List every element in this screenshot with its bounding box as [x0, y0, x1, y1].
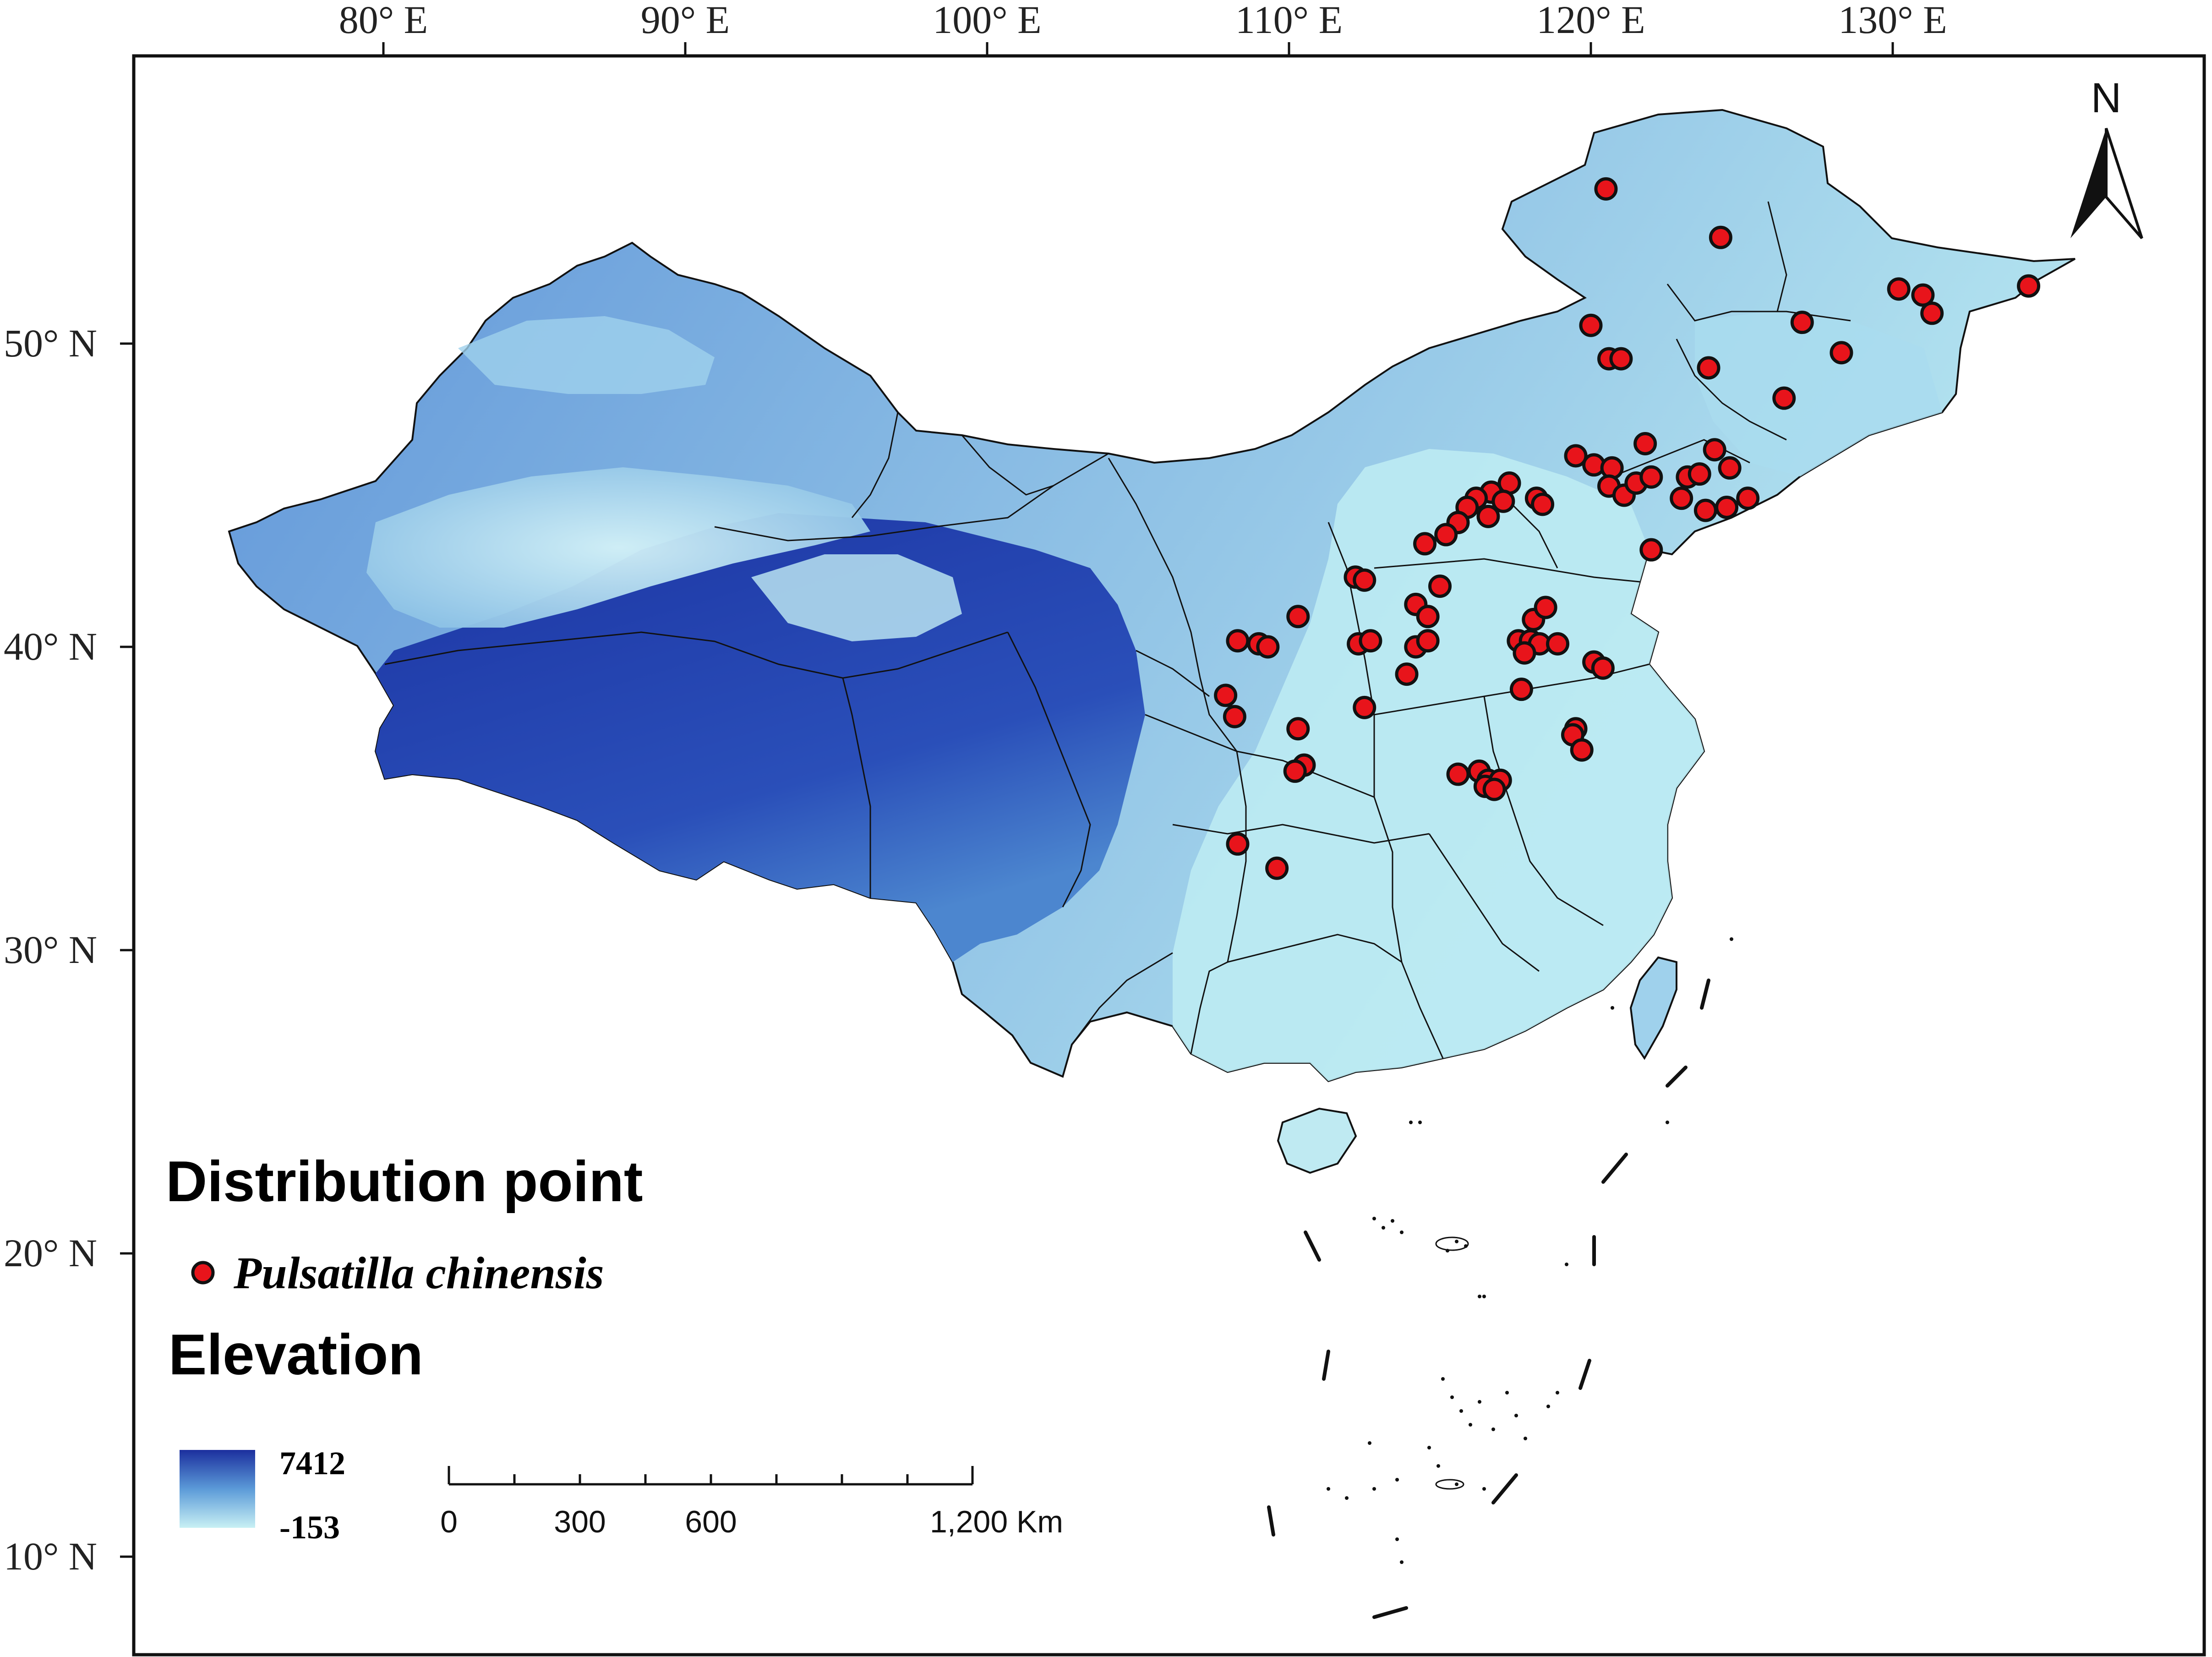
qaidam-basin	[751, 554, 962, 641]
eastern-lowlands	[1173, 449, 1704, 1081]
longitude-label: 110° E	[1235, 0, 1343, 42]
distribution-point	[1693, 498, 1717, 522]
legend-species-label: Pulsatilla chinensis	[233, 1247, 604, 1298]
distribution-point	[1353, 568, 1376, 592]
distribution-point	[1476, 504, 1500, 528]
graticule-labels: 80° E 90° E 100° E 110° E 120° E 130° E 50° N 4…	[4, 0, 1947, 1578]
distribution-point	[1531, 492, 1555, 516]
elevation-max-label: 7412	[279, 1445, 345, 1482]
distribution-point	[1286, 605, 1310, 629]
north-arrow-icon: N	[2070, 75, 2143, 239]
longitude-label: 100° E	[933, 0, 1041, 42]
distribution-point	[1534, 596, 1557, 619]
distribution-point	[1830, 341, 1853, 365]
legend: Distribution point Pulsatilla chinensis …	[166, 1150, 643, 1546]
distribution-point	[1772, 386, 1796, 410]
distribution-point	[1591, 656, 1615, 680]
tarim-basin	[366, 467, 870, 628]
distribution-point	[1416, 605, 1440, 629]
taiwan-island	[1629, 956, 1677, 1060]
legend-point-symbol	[191, 1261, 215, 1285]
distribution-point	[1353, 695, 1376, 719]
distribution-point	[2017, 274, 2041, 298]
distribution-point	[1359, 629, 1382, 653]
island-clusters	[1327, 937, 1733, 1564]
distribution-point	[1736, 487, 1760, 510]
junggar-basin	[458, 316, 715, 394]
hainan-island	[1277, 1107, 1357, 1174]
distribution-point	[1718, 456, 1742, 480]
high-plateau	[376, 513, 1145, 962]
latitude-label: 50° N	[4, 321, 97, 365]
latitude-label: 40° N	[4, 624, 97, 668]
scale-label-0: 0	[440, 1504, 458, 1539]
distribution-point	[1639, 538, 1663, 562]
legend-elevation-title: Elevation	[169, 1323, 423, 1387]
latitude-label: 20° N	[4, 1231, 97, 1275]
northeast-plain	[1695, 312, 1942, 476]
distribution-point	[1283, 759, 1307, 783]
distribution-point	[1670, 487, 1693, 510]
distribution-point	[1546, 632, 1570, 656]
distribution-point	[1265, 856, 1289, 880]
longitude-label: 80° E	[339, 0, 428, 42]
distribution-point	[1887, 277, 1911, 301]
distribution-point	[1594, 177, 1618, 201]
island-outline	[1435, 1479, 1464, 1490]
distribution-point	[1579, 313, 1603, 337]
distribution-point	[1226, 629, 1250, 653]
distribution-point	[1639, 465, 1663, 489]
distribution-point	[1286, 717, 1310, 741]
distribution-point	[1570, 738, 1594, 762]
elevation-ramp	[180, 1450, 255, 1528]
distribution-point	[1482, 777, 1506, 801]
scale-label-600: 600	[685, 1504, 737, 1539]
distribution-point	[1434, 523, 1458, 547]
south-china-sea-inset	[1267, 979, 1710, 1619]
longitude-label: 130° E	[1838, 0, 1947, 42]
distribution-point	[1697, 356, 1720, 380]
distribution-point	[1609, 347, 1633, 371]
distribution-point	[1564, 444, 1588, 468]
distribution-point	[1790, 311, 1814, 334]
distribution-point	[1491, 489, 1515, 513]
distribution-point	[1709, 225, 1732, 249]
distribution-point	[1214, 684, 1238, 707]
north-label: N	[2091, 75, 2121, 121]
distribution-point	[1688, 462, 1711, 486]
distribution-point	[1715, 495, 1739, 519]
latitude-label: 10° N	[4, 1534, 97, 1578]
island-outline	[1435, 1236, 1469, 1251]
latitude-label: 30° N	[4, 928, 97, 972]
distribution-point	[1509, 678, 1533, 701]
distribution-point	[1911, 283, 1935, 307]
distribution-point	[1428, 574, 1452, 598]
longitude-label: 90° E	[641, 0, 730, 42]
legend-distribution-title: Distribution point	[166, 1150, 643, 1214]
longitude-label: 120° E	[1536, 0, 1645, 42]
distribution-point	[1513, 641, 1536, 665]
distribution-point	[1446, 762, 1470, 786]
distribution-point	[1223, 705, 1246, 728]
scale-bar-labels: 0 300 600 1,200 Km	[440, 1504, 1063, 1539]
scale-label-1200: 1,200 Km	[930, 1504, 1063, 1539]
distribution-point	[1395, 662, 1419, 686]
distribution-points	[1214, 177, 2041, 880]
elevation-min-label: -153	[279, 1509, 340, 1546]
scale-bar	[448, 1466, 974, 1486]
distribution-point	[1920, 301, 1944, 325]
province-boundaries	[384, 201, 1851, 1059]
scale-label-300: 300	[554, 1504, 606, 1539]
distribution-point	[1416, 629, 1440, 653]
distribution-point	[1703, 438, 1726, 462]
distribution-point	[1256, 635, 1280, 659]
distribution-point	[1633, 432, 1657, 455]
distribution-point	[1413, 532, 1437, 556]
distribution-point	[1226, 832, 1250, 856]
